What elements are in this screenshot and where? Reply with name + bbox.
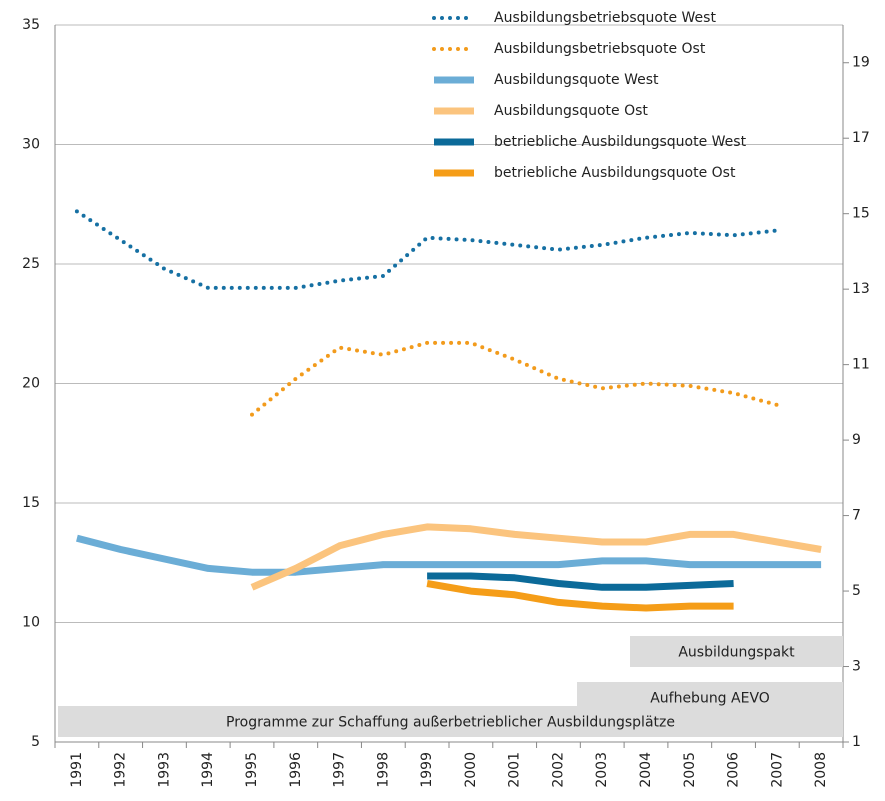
x-tick-label: 1995: [244, 752, 260, 788]
x-tick-label: 1994: [200, 752, 216, 788]
legend-label: betriebliche Ausbildungsquote Ost: [494, 165, 736, 181]
y2-tick-label: 5: [852, 583, 861, 599]
y2-tick-label: 9: [852, 432, 861, 448]
x-tick-label: 2003: [594, 752, 610, 788]
series-line: [74, 209, 780, 290]
series-line: [76, 534, 822, 576]
x-tick-label: 1992: [113, 752, 129, 788]
x-tick-label: 1991: [69, 752, 85, 788]
annotation: Ausbildungspakt: [678, 645, 795, 661]
legend-label: Ausbildungsbetriebsquote West: [494, 10, 716, 26]
y2-tick-label: 15: [852, 206, 870, 222]
annotation: Programme zur Schaffung außerbetrieblich…: [226, 715, 675, 731]
y2-tick-label: 19: [852, 55, 870, 71]
y-tick-label: 30: [22, 137, 40, 153]
y2-tick-label: 17: [852, 130, 870, 146]
x-tick-label: 2007: [769, 752, 785, 788]
x-tick-label: 2004: [638, 752, 654, 788]
y2-tick-label: 1: [852, 734, 861, 750]
y2-tick-label: 13: [852, 281, 870, 297]
legend-label: betriebliche Ausbildungsquote West: [494, 134, 747, 150]
annotation-box: [630, 636, 843, 667]
annotation-box: [58, 706, 843, 737]
x-tick-label: 2000: [463, 752, 479, 788]
legend-label: Ausbildungsquote West: [494, 72, 659, 88]
x-tick-label: 1999: [419, 752, 435, 788]
series-line: [250, 340, 780, 417]
y-tick-label: 20: [22, 376, 40, 392]
series-line: [426, 580, 734, 612]
x-tick-label: 1997: [332, 752, 348, 788]
annotation: Aufhebung AEVO: [650, 691, 770, 707]
legend-label: Ausbildungsbetriebsquote Ost: [494, 41, 706, 57]
y2-tick-label: 11: [852, 357, 870, 373]
x-tick-label: 1996: [288, 752, 304, 788]
x-tick-label: 2002: [550, 752, 566, 788]
y-tick-label: 35: [22, 17, 40, 33]
x-tick-label: 2005: [682, 752, 698, 788]
x-tick-label: 2008: [813, 752, 829, 788]
y2-tick-label: 3: [852, 659, 861, 675]
y-tick-label: 15: [22, 495, 40, 511]
x-tick-label: 1998: [375, 752, 391, 788]
x-tick-label: 1993: [156, 752, 172, 788]
series-line: [250, 523, 822, 591]
y-tick-label: 25: [22, 256, 40, 272]
x-tick-label: 2001: [507, 752, 523, 788]
y-tick-label: 5: [31, 734, 40, 750]
y2-tick-label: 7: [852, 508, 861, 524]
series-line: [427, 572, 734, 591]
y-tick-label: 10: [22, 615, 40, 631]
legend-label: Ausbildungsquote Ost: [494, 103, 648, 119]
x-tick-label: 2006: [726, 752, 742, 788]
